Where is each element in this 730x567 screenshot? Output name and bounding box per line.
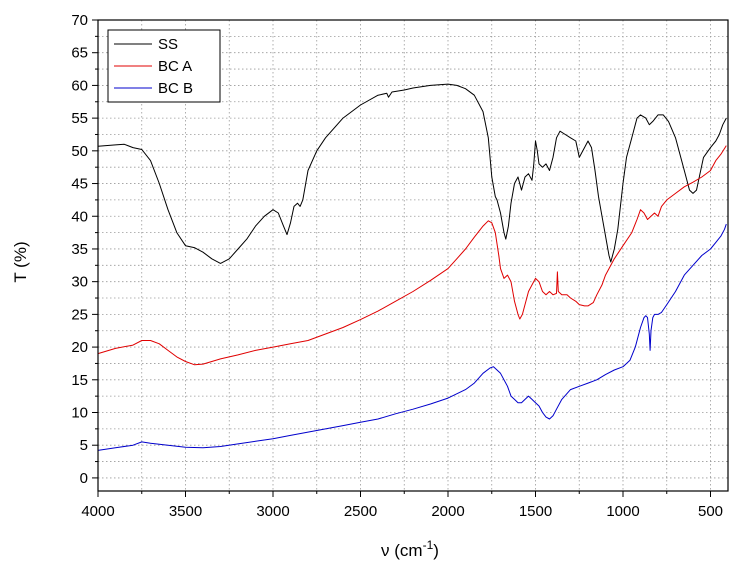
x-tick-label: 1500 — [519, 503, 552, 520]
x-tick-label: 500 — [698, 503, 723, 520]
y-tick-label: 40 — [71, 208, 88, 225]
x-axis-title-sup: -1 — [423, 538, 434, 552]
y-tick-label: 45 — [71, 176, 88, 193]
x-tick-label: 3000 — [256, 503, 289, 520]
series-layer — [97, 83, 727, 451]
series-line-bc-a — [97, 145, 727, 366]
y-tick-label: 50 — [71, 143, 88, 160]
y-tick-label: 70 — [71, 12, 88, 29]
y-tick-label: 65 — [71, 45, 88, 62]
y-tick-label: 30 — [71, 274, 88, 291]
y-tick-label: 60 — [71, 77, 88, 94]
x-axis-title: ν (cm-1) — [381, 538, 439, 560]
x-tick-label: 4000 — [81, 503, 114, 520]
x-tick-label: 2500 — [344, 503, 377, 520]
y-tick-label: 55 — [71, 110, 88, 127]
y-tick-label: 15 — [71, 372, 88, 389]
series-line-bc-b — [97, 223, 727, 451]
legend-label-bc-a: BC A — [158, 58, 192, 75]
x-tick-labels: 4000 3500 3000 2500 2000 1500 1000 500 — [81, 503, 723, 520]
x-tick-label: 1000 — [606, 503, 639, 520]
y-axis-title: T (%) — [11, 241, 30, 282]
y-tick-label: 35 — [71, 241, 88, 258]
x-tick-label: 3500 — [169, 503, 202, 520]
y-tick-label: 10 — [71, 405, 88, 422]
x-axis-title-tail: ) — [433, 541, 439, 560]
x-tick-label: 2000 — [431, 503, 464, 520]
x-axis-title-main: ν (cm — [381, 541, 423, 560]
y-tick-labels: 0 5 10 15 20 25 30 35 40 45 50 55 60 65 70 — [71, 12, 88, 487]
series-line-ss — [97, 83, 727, 264]
y-tick-label: 20 — [71, 339, 88, 356]
y-tick-label: 0 — [80, 470, 88, 487]
legend-label-bc-b: BC B — [158, 80, 193, 97]
y-tick-label: 25 — [71, 306, 88, 323]
legend-label-ss: SS — [158, 36, 178, 53]
y-tick-label: 5 — [80, 437, 88, 454]
axis-ticks — [92, 19, 711, 497]
legend: SS BC A BC B — [107, 29, 221, 103]
plot-frame — [97, 19, 729, 492]
